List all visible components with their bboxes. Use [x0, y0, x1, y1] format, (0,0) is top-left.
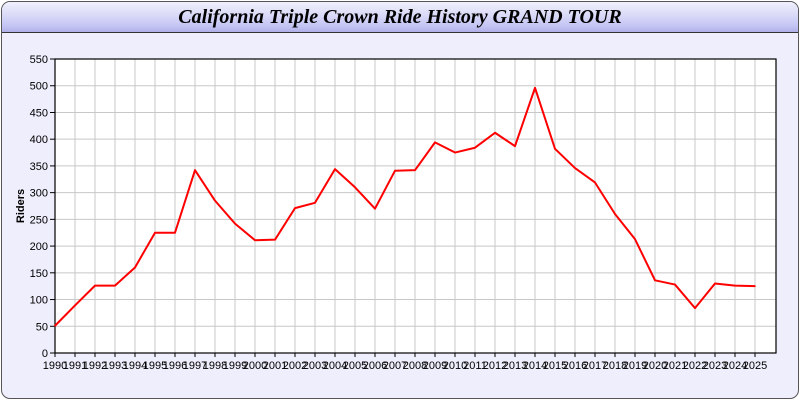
- y-tick-label: 0: [42, 348, 48, 360]
- series-line: [54, 86, 756, 327]
- data-point: [614, 213, 616, 215]
- y-tick-label: 400: [30, 134, 48, 146]
- data-point: [174, 231, 176, 234]
- x-tick-label: 2005: [343, 360, 367, 372]
- x-tick-label: 2006: [363, 360, 387, 372]
- data-point: [434, 141, 436, 144]
- x-tick-label: 2013: [503, 360, 527, 372]
- data-point: [194, 169, 196, 171]
- y-tick-label: 250: [30, 214, 48, 226]
- x-tick-label: 2002: [283, 360, 307, 372]
- data-point: [594, 181, 596, 184]
- x-tick-label: 1995: [143, 360, 167, 372]
- chart-title: California Triple Crown Ride History GRA…: [178, 6, 622, 28]
- data-point: [694, 307, 696, 309]
- y-tick-label: 200: [30, 241, 48, 253]
- x-tick-label: 1997: [183, 360, 207, 372]
- x-tick-label: 1993: [103, 360, 127, 372]
- x-tick-label: 2008: [403, 360, 427, 372]
- y-tick-label: 150: [30, 268, 48, 280]
- y-tick-label: 300: [30, 188, 48, 200]
- data-point: [414, 169, 416, 171]
- x-tick-label: 1991: [63, 360, 87, 372]
- data-point: [654, 279, 656, 282]
- x-tick-label: 2007: [383, 360, 407, 372]
- data-point: [734, 284, 736, 287]
- x-tick-label: 2004: [323, 360, 347, 372]
- data-point: [74, 304, 76, 307]
- data-point: [294, 207, 296, 209]
- x-tick-label: 2009: [423, 360, 447, 372]
- y-tick-label: 100: [30, 295, 48, 307]
- data-point: [354, 186, 356, 189]
- y-tick-label: 50: [36, 321, 48, 333]
- data-point: [494, 131, 496, 134]
- data-point: [234, 222, 236, 225]
- x-tick-label: 2020: [643, 360, 667, 372]
- x-tick-label: 1992: [83, 360, 107, 372]
- data-point: [134, 266, 136, 269]
- plot-border: [54, 58, 777, 354]
- x-tick-label: 2025: [743, 360, 767, 372]
- x-tick-label: 1994: [123, 360, 147, 372]
- x-tick-label: 2016: [563, 360, 587, 372]
- data-point: [314, 201, 316, 204]
- x-tick-label: 1998: [203, 360, 227, 372]
- data-point: [274, 238, 276, 241]
- data-point: [514, 145, 516, 147]
- data-point: [634, 238, 636, 240]
- x-tick-label: 1996: [163, 360, 187, 372]
- y-tick-label: 350: [30, 161, 48, 173]
- x-tick-label: 2019: [623, 360, 647, 372]
- y-tick-label: 450: [30, 107, 48, 119]
- data-point: [94, 284, 96, 287]
- x-tick-label: 2001: [263, 360, 287, 372]
- x-tick-label: 2014: [523, 360, 547, 372]
- data-point: [754, 285, 756, 287]
- y-tick-label: 500: [30, 81, 48, 93]
- title-bar: California Triple Crown Ride History GRA…: [2, 2, 798, 33]
- x-tick-label: 2003: [303, 360, 327, 372]
- x-tick-label: 2010: [443, 360, 467, 372]
- data-point: [554, 148, 556, 150]
- x-tick-label: 1999: [223, 360, 247, 372]
- data-point: [474, 146, 476, 149]
- data-point: [394, 169, 396, 172]
- y-tick-label: 550: [30, 54, 48, 66]
- data-point: [254, 239, 256, 242]
- data-point: [114, 284, 116, 287]
- x-tick-label: 2018: [603, 360, 627, 372]
- x-tick-label: 2017: [583, 360, 607, 372]
- data-point: [454, 151, 456, 154]
- y-axis-label: Riders: [15, 189, 27, 223]
- x-tick-label: 2000: [243, 360, 267, 372]
- data-point: [54, 324, 56, 327]
- data-point: [574, 167, 576, 169]
- x-tick-label: 2024: [723, 360, 747, 372]
- data-point: [214, 199, 216, 202]
- x-tick-label: 2011: [463, 360, 487, 372]
- x-tick-label: 1990: [43, 360, 67, 372]
- data-point: [154, 231, 156, 234]
- x-tick-label: 2012: [483, 360, 507, 372]
- x-tick-label: 2021: [663, 360, 687, 372]
- x-tick-label: 2015: [543, 360, 567, 372]
- x-tick-label: 2023: [703, 360, 727, 372]
- x-tick-label: 2022: [683, 360, 707, 372]
- data-point: [534, 87, 536, 89]
- data-point: [374, 207, 376, 210]
- data-point: [714, 282, 716, 285]
- data-point: [674, 283, 676, 286]
- data-point: [334, 168, 336, 170]
